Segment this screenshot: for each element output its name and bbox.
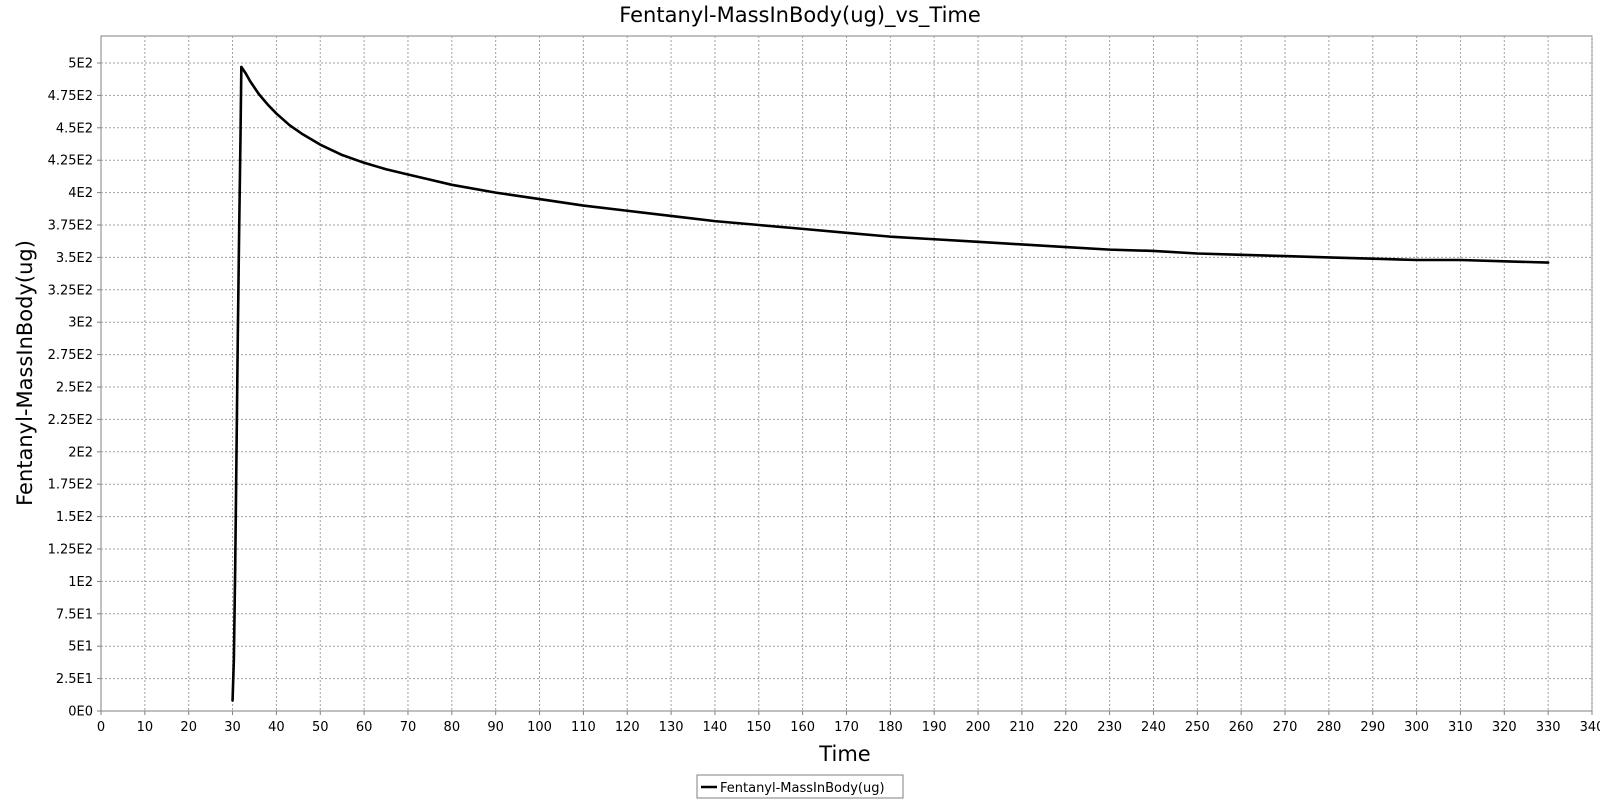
y-tick-label: 3.5E2 (56, 251, 93, 266)
x-tick-label: 150 (746, 720, 771, 735)
x-tick-label: 140 (703, 720, 728, 735)
y-tick-label: 2.5E2 (56, 381, 93, 396)
y-tick-label: 5E1 (68, 640, 93, 655)
x-tick-label: 30 (224, 720, 241, 735)
x-tick-label: 40 (268, 720, 285, 735)
x-tick-label: 310 (1448, 720, 1473, 735)
x-tick-label: 100 (527, 720, 552, 735)
x-tick-label: 210 (1009, 720, 1034, 735)
x-axis-title: Time (818, 742, 870, 766)
y-axis-title: Fentanyl-MassInBody(ug) (13, 240, 37, 506)
x-tick-label: 90 (487, 720, 504, 735)
legend: Fentanyl-MassInBody(ug) (696, 774, 904, 799)
y-tick-label: 4.5E2 (56, 121, 93, 136)
y-tick-label: 1.25E2 (48, 543, 93, 558)
y-axis: 0E0 2.5E1 5E1 7.5E1 1E2 1.25E2 1.5E2 1.75E2 2E2 2… (48, 57, 101, 720)
x-tick-label: 50 (312, 720, 329, 735)
y-tick-label: 5E2 (68, 57, 93, 72)
x-tick-label: 340 (1580, 720, 1600, 735)
x-tick-label: 290 (1360, 720, 1385, 735)
x-tick-label: 300 (1404, 720, 1429, 735)
y-tick-label: 0E0 (68, 705, 93, 720)
x-tick-label: 80 (444, 720, 461, 735)
x-tick-label: 110 (571, 720, 596, 735)
x-tick-label: 230 (1097, 720, 1122, 735)
x-tick-label: 200 (966, 720, 991, 735)
x-tick-label: 180 (878, 720, 903, 735)
x-tick-label: 250 (1185, 720, 1210, 735)
y-tick-label: 4.75E2 (48, 89, 93, 104)
x-tick-label: 320 (1492, 720, 1517, 735)
x-axis: 0 10 20 30 40 50 60 70 80 90 100 110 120 130 140 150 160… (97, 711, 1600, 735)
y-tick-label: 7.5E1 (56, 607, 93, 622)
y-tick-label: 1.75E2 (48, 478, 93, 493)
x-tick-label: 270 (1273, 720, 1298, 735)
x-tick-label: 220 (1053, 720, 1078, 735)
legend-label: Fentanyl-MassInBody(ug) (720, 781, 885, 796)
x-tick-label: 10 (137, 720, 154, 735)
y-tick-label: 2.25E2 (48, 413, 93, 428)
x-tick-label: 70 (400, 720, 417, 735)
y-tick-label: 2E2 (68, 445, 93, 460)
series-line (231, 65, 1550, 702)
x-tick-label: 170 (834, 720, 859, 735)
y-tick-label: 1E2 (68, 575, 93, 590)
x-tick-label: 330 (1536, 720, 1561, 735)
x-tick-label: 260 (1229, 720, 1254, 735)
series-layer (231, 65, 1550, 702)
x-tick-label: 280 (1316, 720, 1341, 735)
x-tick-label: 160 (790, 720, 815, 735)
grid-lines (101, 36, 1593, 711)
y-tick-label: 2.75E2 (48, 348, 93, 363)
y-tick-label: 3.25E2 (48, 283, 93, 298)
x-tick-label: 240 (1141, 720, 1166, 735)
x-tick-label: 0 (97, 720, 105, 735)
legend-box (696, 774, 904, 799)
x-tick-label: 20 (180, 720, 197, 735)
x-tick-label: 130 (659, 720, 684, 735)
x-tick-label: 60 (356, 720, 373, 735)
y-tick-label: 3E2 (68, 316, 93, 331)
chart-title: Fentanyl-MassInBody(ug)_vs_Time (619, 3, 981, 28)
y-tick-label: 4.25E2 (48, 154, 93, 169)
x-tick-label: 120 (615, 720, 640, 735)
y-tick-label: 2.5E1 (56, 672, 93, 687)
y-tick-label: 3.75E2 (48, 219, 93, 234)
y-tick-label: 1.5E2 (56, 510, 93, 525)
x-tick-label: 190 (922, 720, 947, 735)
y-tick-label: 4E2 (68, 186, 93, 201)
